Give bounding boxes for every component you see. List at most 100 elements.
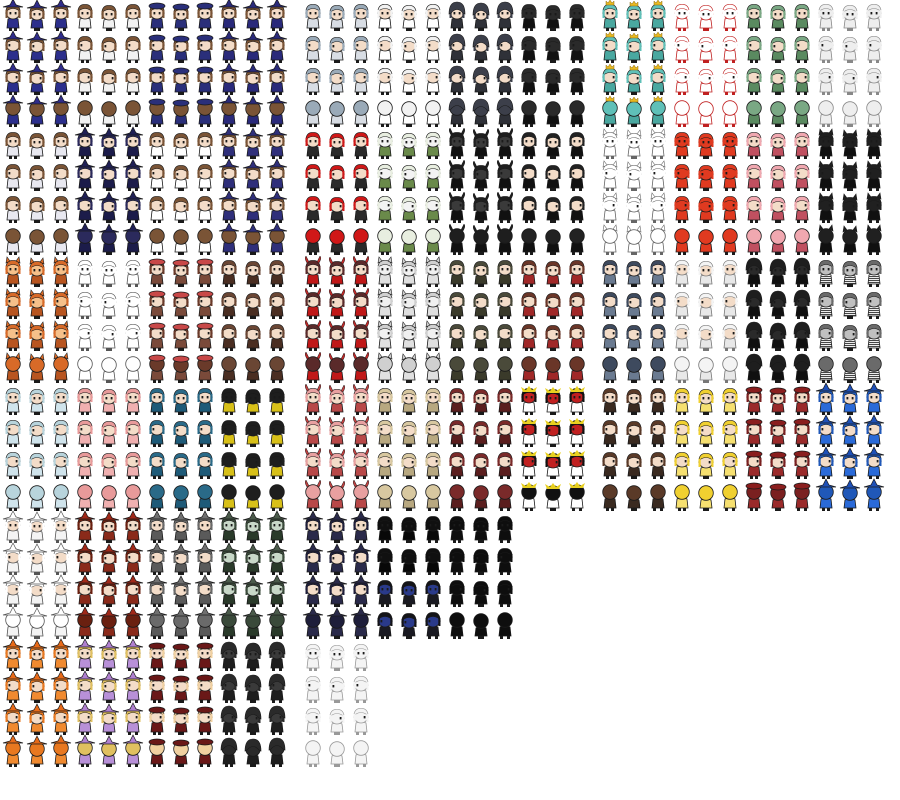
character-sprite-navy-witch-2	[302, 542, 324, 575]
character-sprite-blonde-bob	[377, 452, 393, 479]
character-sprite-brown-witch	[218, 222, 240, 255]
character-sprite-brown-hair-sailor	[196, 2, 214, 31]
character-sprite-brown-hair-girl	[77, 100, 93, 127]
character-sprite-brown-hair-sailor	[172, 67, 190, 95]
character-sprite-black-silhouette	[473, 581, 489, 607]
character-sprite-pink-hair	[746, 228, 762, 255]
character-sprite-white-bear	[602, 160, 618, 191]
character-sprite-black-cat	[866, 192, 882, 223]
character-sprite-white-witch	[50, 542, 72, 575]
character-sprite-brown-long	[626, 389, 642, 415]
character-sprite-black-shadow	[521, 100, 537, 127]
character-sprite-pink-devil	[328, 480, 346, 511]
character-sprite-pink-swirl	[101, 389, 117, 415]
character-sprite-grey-witch	[170, 543, 192, 575]
character-sprite-brown-twintail	[545, 293, 561, 319]
character-sprite-blue-witch-hat	[815, 446, 837, 479]
character-sprite-red-cap	[172, 291, 190, 319]
character-sprite-dark-eye	[220, 641, 238, 671]
character-sprite-brown-hair-white	[5, 228, 21, 255]
character-sprite-black-silhouette	[497, 580, 513, 607]
character-sprite-brown-witch	[266, 222, 288, 255]
character-sprite-navy-witch	[122, 158, 144, 191]
character-sprite-maroon-beret	[769, 483, 787, 511]
character-sprite-dark-blob	[545, 197, 561, 223]
character-sprite-red-antlers	[328, 320, 346, 351]
character-sprite-red-octopus	[698, 165, 714, 191]
character-sprite-black-cloak	[745, 321, 763, 351]
character-sprite-brown-hair-dress	[197, 164, 213, 191]
character-sprite-red-antlers	[304, 319, 322, 351]
character-sprite-white-bear	[626, 129, 642, 159]
character-sprite-blonde-curls	[674, 420, 690, 447]
character-sprite-red-octopus	[722, 132, 738, 159]
character-sprite-black-silhouette	[497, 548, 513, 575]
character-sprite-grey-striped	[866, 324, 882, 351]
character-sprite-maroon-beret	[769, 451, 787, 479]
character-sprite-black-cat	[866, 160, 882, 191]
character-sprite-blue-witch	[242, 63, 264, 95]
character-sprite-red-octopus	[698, 197, 714, 223]
character-sprite-white-fluffy	[377, 4, 393, 31]
character-sprite-maroon-beret	[745, 482, 763, 511]
character-sprite-dark-eye	[220, 737, 238, 767]
character-sprite-white-ghost	[101, 293, 117, 319]
character-sprite-dark-eye	[244, 642, 262, 671]
character-sprite-green-hair	[746, 100, 762, 127]
character-sprite-teal-bob	[197, 388, 213, 415]
character-sprite-white-fluffy	[401, 101, 417, 127]
character-sprite-orange-fox	[5, 352, 21, 383]
character-sprite-white-bird	[401, 133, 417, 159]
character-sprite-maroon-hat	[196, 674, 214, 703]
character-sprite-navy-witch	[74, 158, 96, 191]
character-sprite-black-cloak	[769, 258, 787, 287]
character-sprite-grey-witch	[146, 574, 168, 607]
character-sprite-dark-blob	[521, 196, 537, 223]
character-sprite-maroon-hair	[473, 389, 489, 415]
character-sprite-olive-hair	[449, 260, 465, 287]
character-sprite-pink-devil	[304, 447, 322, 479]
character-sprite-brown-long	[650, 420, 666, 447]
character-sprite-brown-twintail	[521, 324, 537, 351]
character-sprite-orange-witch	[50, 734, 72, 767]
character-sprite-dark-blob	[569, 196, 585, 223]
character-sprite-dark-hood	[472, 66, 490, 95]
character-sprite-olive-hair	[497, 356, 513, 383]
character-sprite-red-octopus	[722, 196, 738, 223]
character-sprite-brown-hair-dress	[149, 164, 165, 191]
character-sprite-blonde-bob	[401, 453, 417, 479]
character-sprite-white-bird	[377, 196, 393, 223]
character-sprite-black-horned	[496, 223, 514, 255]
character-sprite-brown-pony	[245, 261, 261, 287]
character-sprite-green-hair	[746, 68, 762, 95]
character-sprite-brown-pony	[221, 292, 237, 319]
character-sprite-brown-hair-girl	[125, 4, 141, 31]
character-sprite-teal-crown	[650, 63, 666, 95]
character-sprite-teal-crown	[650, 95, 666, 127]
character-sprite-white-shaggy	[722, 324, 738, 351]
character-sprite-purple-witch	[98, 703, 120, 735]
character-sprite-brown-witch	[242, 127, 264, 159]
character-sprite-black-shadow	[521, 4, 537, 31]
character-sprite-white-witch	[50, 510, 72, 543]
character-sprite-white-shaggy	[674, 292, 690, 319]
character-sprite-brown-hair-sailor	[172, 99, 190, 127]
character-sprite-white-dolphin	[842, 69, 858, 95]
character-sprite-red-witch	[74, 542, 96, 575]
character-sprite-red-octopus	[674, 228, 690, 255]
character-sprite-pink-swirl	[125, 452, 141, 479]
character-sprite-brown-hair-girl	[2, 30, 24, 63]
character-sprite-brown-twintail	[569, 260, 585, 287]
character-sprite-black-snake	[245, 453, 261, 479]
character-sprite-teal-bob	[149, 420, 165, 447]
character-sprite-red-octopus	[722, 228, 738, 255]
character-sprite-blue-witch-hat	[863, 414, 885, 447]
character-sprite-slate-hair	[626, 357, 642, 383]
character-sprite-black-blue-eye	[401, 581, 417, 607]
character-sprite-brown-pony	[245, 357, 261, 383]
character-sprite-ice-blue	[29, 389, 45, 415]
character-sprite-slate-hair	[626, 261, 642, 287]
character-sprite-maroon-hair	[473, 485, 489, 511]
character-sprite-teal-crown	[650, 31, 666, 63]
character-sprite-blonde-bob	[401, 421, 417, 447]
